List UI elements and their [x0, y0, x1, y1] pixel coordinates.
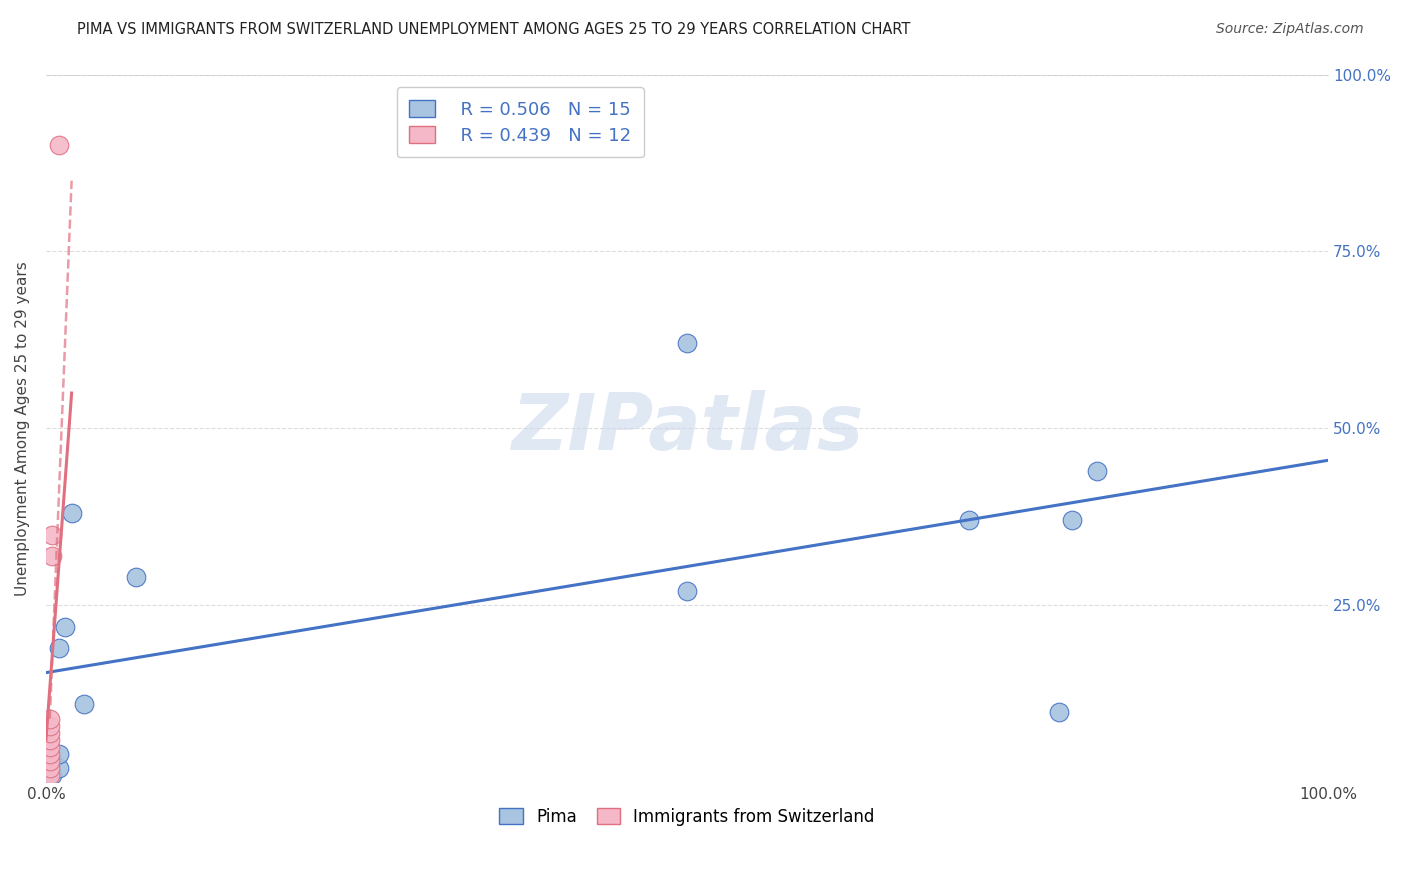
Point: [41, 549, 63, 563]
Point: [676, 584, 699, 599]
Point: [38, 754, 60, 768]
Point: [48, 138, 70, 153]
Point: [1047, 705, 1070, 719]
Point: [38, 732, 60, 747]
Point: [38, 747, 60, 761]
Point: [1085, 464, 1108, 478]
Point: [48, 761, 70, 775]
Point: [38, 712, 60, 726]
Point: [1060, 513, 1083, 527]
Point: [38, 726, 60, 740]
Point: [41, 768, 63, 782]
Legend: Pima, Immigrants from Switzerland: Pima, Immigrants from Switzerland: [491, 799, 883, 834]
Text: Source: ZipAtlas.com: Source: ZipAtlas.com: [1216, 22, 1364, 37]
Point: [48, 747, 70, 761]
Point: [41, 527, 63, 541]
Point: [60, 507, 83, 521]
Text: PIMA VS IMMIGRANTS FROM SWITZERLAND UNEMPLOYMENT AMONG AGES 25 TO 29 YEARS CORRE: PIMA VS IMMIGRANTS FROM SWITZERLAND UNEM…: [77, 22, 911, 37]
Y-axis label: Unemployment Among Ages 25 to 29 years: Unemployment Among Ages 25 to 29 years: [15, 261, 30, 596]
Point: [38, 761, 60, 775]
Point: [53, 619, 76, 633]
Point: [41, 754, 63, 768]
Point: [38, 768, 60, 782]
Point: [48, 640, 70, 655]
Point: [38, 719, 60, 733]
Point: [125, 570, 148, 584]
Point: [676, 336, 699, 351]
Point: [957, 513, 980, 527]
Point: [38, 739, 60, 754]
Point: [73, 698, 96, 712]
Text: ZIPatlas: ZIPatlas: [510, 391, 863, 467]
